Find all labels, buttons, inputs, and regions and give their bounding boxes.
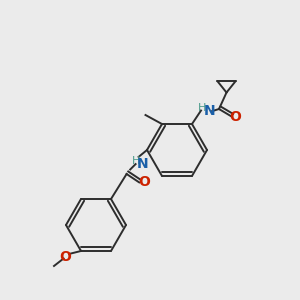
Text: O: O (59, 250, 71, 264)
Text: O: O (138, 176, 150, 189)
Text: N: N (203, 104, 215, 118)
Text: O: O (230, 110, 242, 124)
Text: N: N (136, 157, 148, 171)
Text: H: H (198, 103, 207, 112)
Text: H: H (131, 155, 140, 166)
